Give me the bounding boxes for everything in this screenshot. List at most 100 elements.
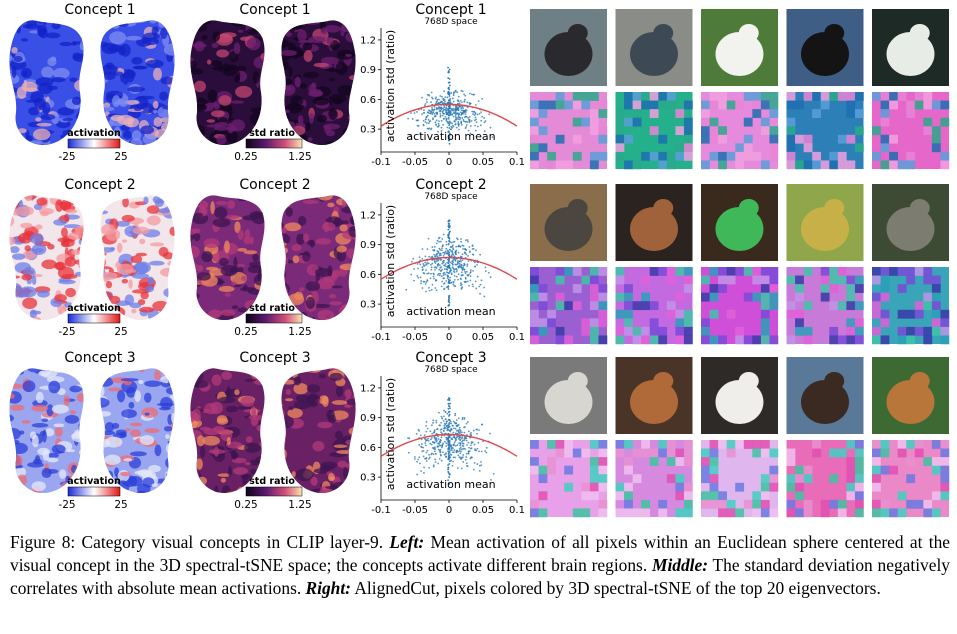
mask-cell bbox=[632, 474, 642, 484]
scatter-point bbox=[433, 431, 435, 434]
scatter-point bbox=[424, 261, 427, 264]
mask-cell bbox=[752, 508, 762, 518]
image-tile bbox=[530, 184, 607, 261]
mask-cell bbox=[854, 275, 864, 285]
mask-cell bbox=[624, 134, 633, 144]
mask-cell bbox=[598, 318, 608, 328]
scatter-point bbox=[469, 272, 472, 274]
activation-colorbar-max: 25 bbox=[114, 151, 127, 163]
scatter-point bbox=[416, 460, 418, 463]
scatter-point bbox=[488, 113, 491, 116]
caption-right-text: AlignedCut, pixels colored by 3D spectra… bbox=[350, 578, 881, 599]
scatter-point bbox=[480, 460, 482, 463]
scatter-point bbox=[428, 255, 431, 258]
scatter-point bbox=[447, 275, 450, 278]
mask-cell bbox=[880, 160, 890, 170]
std-panel-title: Concept 1 bbox=[239, 2, 310, 18]
mask-cell bbox=[854, 109, 864, 118]
mask-cell bbox=[615, 326, 625, 336]
scatter-point bbox=[489, 276, 492, 279]
scatter-point bbox=[425, 460, 428, 462]
scatter-point bbox=[477, 100, 480, 102]
image-tile-subject bbox=[630, 207, 678, 251]
scatter-point bbox=[454, 120, 456, 123]
mask-cell bbox=[658, 100, 668, 110]
scatter-point bbox=[455, 438, 457, 441]
mask-cell bbox=[872, 499, 881, 509]
scatter-point bbox=[448, 84, 451, 87]
scatter-xtick-label: 0.05 bbox=[472, 505, 494, 516]
mask-cell bbox=[701, 292, 710, 302]
mask-cell bbox=[829, 474, 839, 484]
mask-cell bbox=[581, 275, 591, 285]
mask-cell bbox=[675, 508, 685, 518]
mask-cell bbox=[666, 160, 676, 170]
scatter-point bbox=[432, 464, 435, 467]
scatter-point bbox=[459, 438, 462, 441]
mask-cell bbox=[701, 160, 710, 170]
mask-cell bbox=[530, 465, 539, 475]
scatter-point bbox=[478, 429, 480, 431]
scatter-point bbox=[438, 108, 441, 110]
scatter-point bbox=[459, 259, 462, 261]
scatter-point bbox=[460, 120, 463, 123]
mask-cell bbox=[701, 499, 710, 509]
mask-cell bbox=[795, 318, 804, 328]
image-tile-subject bbox=[801, 207, 849, 251]
mask-cell bbox=[555, 134, 565, 144]
mask-cell bbox=[726, 448, 736, 458]
mask-cell bbox=[940, 482, 950, 492]
mask-cell bbox=[760, 482, 770, 492]
mask-cell bbox=[718, 267, 727, 276]
scatter-point bbox=[448, 132, 451, 135]
scatter-point bbox=[455, 249, 458, 252]
mask-cell bbox=[803, 335, 813, 345]
scatter-point bbox=[434, 255, 437, 257]
scatter-point bbox=[462, 110, 465, 113]
scatter-point bbox=[467, 240, 469, 243]
scatter-point bbox=[476, 125, 479, 128]
scatter-point bbox=[447, 70, 450, 73]
activation-panel-title: Concept 1 bbox=[64, 2, 135, 18]
scatter-point bbox=[475, 121, 478, 124]
mask-cell bbox=[649, 126, 659, 136]
scatter-point bbox=[446, 420, 449, 423]
scatter-point bbox=[469, 444, 472, 447]
scatter-point bbox=[455, 275, 458, 278]
image-tile-subject bbox=[886, 380, 935, 424]
scatter-point bbox=[453, 278, 456, 281]
mask-cell bbox=[709, 335, 719, 345]
mask-cell bbox=[769, 465, 779, 475]
mask-cell bbox=[726, 440, 736, 449]
scatter-point bbox=[447, 418, 450, 421]
scatter-point bbox=[469, 92, 471, 95]
mask-cell bbox=[906, 499, 916, 509]
mask-cell bbox=[589, 318, 599, 328]
image-tile-subject-head bbox=[909, 372, 930, 390]
scatter-point bbox=[448, 77, 451, 80]
scatter-point bbox=[436, 445, 439, 448]
mask-cell bbox=[854, 126, 864, 136]
mask-cell bbox=[701, 109, 710, 118]
mask-cell bbox=[658, 267, 668, 276]
mask-cell bbox=[598, 335, 608, 345]
scatter-point bbox=[439, 252, 442, 255]
mask-cell bbox=[820, 100, 830, 110]
mask-cell bbox=[726, 309, 736, 319]
mask-cell bbox=[940, 474, 950, 484]
mask-cell bbox=[538, 465, 548, 475]
scatter-point bbox=[415, 119, 418, 122]
image-tile bbox=[786, 357, 864, 434]
mask-cell bbox=[649, 457, 659, 466]
scatter-point bbox=[441, 443, 444, 446]
scatter-point bbox=[481, 423, 484, 426]
mask-cell bbox=[589, 465, 599, 475]
mask-tile bbox=[872, 92, 950, 170]
scatter-point bbox=[446, 425, 448, 427]
scatter-point bbox=[472, 93, 475, 96]
mask-cell bbox=[940, 326, 950, 336]
mask-cell bbox=[786, 448, 796, 458]
mask-cell bbox=[530, 109, 539, 118]
scatter-point bbox=[447, 466, 450, 469]
scatter-point bbox=[436, 265, 439, 267]
